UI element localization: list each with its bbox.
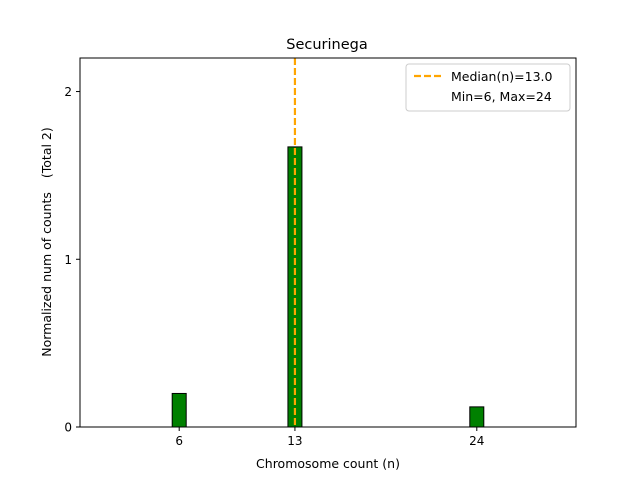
legend: Median(n)=13.0 Min=6, Max=24	[405, 63, 571, 112]
y-axis-label: Normalized num of counts (Total 2)	[39, 127, 54, 357]
x-ticks: 6 13 24	[175, 427, 484, 448]
x-axis-label: Chromosome count (n)	[256, 456, 400, 471]
bar-6	[171, 392, 187, 428]
y-axis-label-total: (Total 2)	[39, 127, 54, 178]
x-tick-label: 6	[175, 434, 183, 448]
y-axis-label-main: Normalized num of counts	[39, 192, 54, 357]
y-tick-label: 0	[64, 421, 72, 435]
legend-box	[405, 63, 571, 112]
x-tick-label: 24	[469, 434, 484, 448]
legend-range-label: Min=6, Max=24	[451, 89, 552, 104]
y-tick-label: 2	[64, 85, 72, 99]
chart-title: Securinega	[286, 37, 367, 53]
bar-24	[469, 406, 485, 428]
bars-group	[171, 146, 485, 428]
plot-frame	[79, 57, 577, 428]
x-tick-label: 13	[287, 434, 302, 448]
y-ticks: 0 1 2	[64, 85, 80, 435]
y-tick-label: 1	[64, 253, 72, 267]
legend-median-label: Median(n)=13.0	[451, 69, 552, 84]
